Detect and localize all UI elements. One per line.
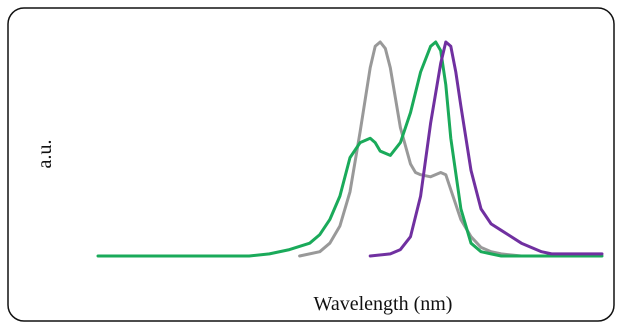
chart-frame (7, 7, 615, 322)
x-axis-label: Wavelength (nm) (314, 293, 453, 315)
series-layer (96, 40, 604, 258)
series-line-3 (368, 40, 604, 258)
y-axis-label: a.u. (34, 140, 56, 169)
series-line-1 (298, 40, 554, 258)
series-line-2 (96, 40, 604, 258)
